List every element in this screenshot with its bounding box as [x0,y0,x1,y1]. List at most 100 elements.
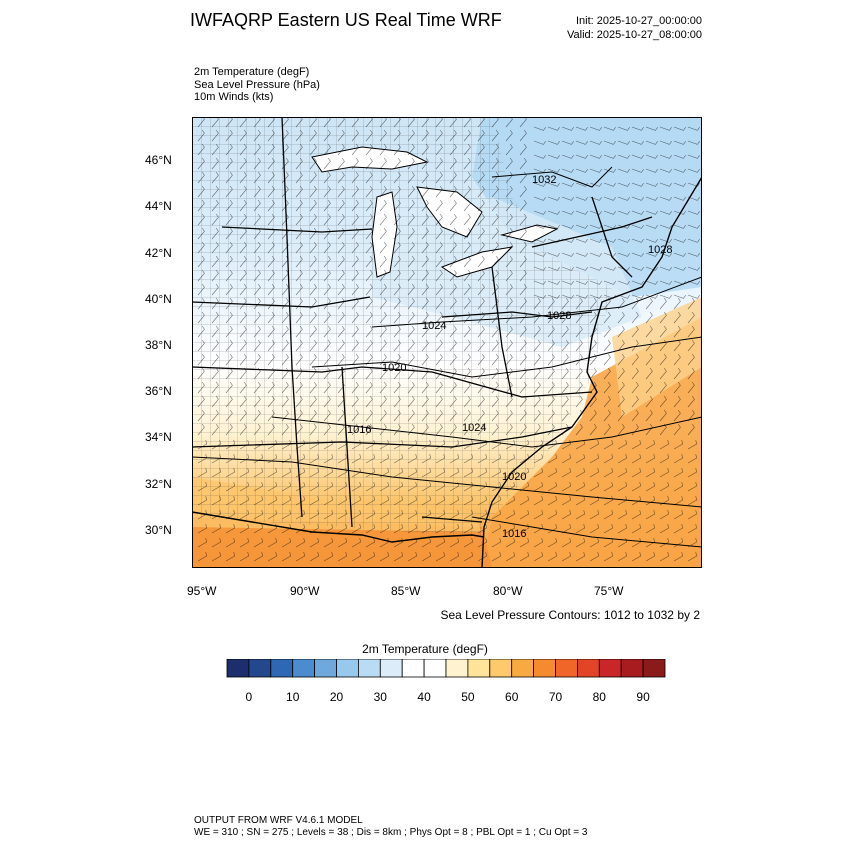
wind-barb [239,185,247,198]
wind-barb [561,440,572,450]
wind-barb [491,538,502,548]
wind-barb [645,367,653,380]
wind-barb [505,482,516,492]
wind-barb [407,353,415,366]
wind-barb [393,213,401,226]
wind-barb [421,143,429,156]
wind-barb [645,524,656,534]
wind-barb [421,510,432,520]
wind-barb [631,524,642,534]
wind-barb [547,454,558,464]
wind-barb [673,482,684,492]
wind-barb [421,367,429,380]
wind-barb [435,409,443,422]
wind-barb [645,210,658,215]
wind-barb [561,126,574,131]
wind-barb [421,395,429,408]
model-footer: OUTPUT FROM WRF V4.6.1 MODEL WE = 310 ; … [194,815,587,839]
wind-barb [603,210,616,215]
wind-barb [211,255,219,268]
wind-barb [323,552,334,562]
wind-barb [267,538,278,548]
wind-barb [365,552,376,562]
wind-barb [477,143,485,156]
wind-barb [505,339,513,352]
wind-barb [239,367,247,380]
wind-barb [435,339,443,352]
lat-label: 40°N [145,292,172,306]
colorbar-box [467,659,491,678]
wind-barb [323,283,331,296]
wind-barb [295,409,303,422]
wind-barb [477,339,485,352]
wind-barb [547,538,558,548]
wind-barb [617,311,625,324]
wind-barb [659,154,672,159]
wind-barb [645,311,653,324]
wind-barb [463,496,474,506]
wind-barb [463,213,471,226]
wind-barb [267,496,278,506]
wind-barb [589,496,600,506]
footer-line-config: WE = 310 ; SN = 275 ; Levels = 38 ; Dis … [194,827,588,838]
wind-barb [533,168,546,173]
wind-barb [533,510,544,520]
wind-barb [211,325,219,338]
wind-barb [323,353,331,366]
wind-barb [519,227,527,240]
lat-label: 46°N [145,153,172,167]
wind-barb [435,171,443,184]
wind-barb [561,353,569,366]
wind-barb [659,238,672,243]
wind-barb [659,482,670,492]
wind-barb [267,171,275,184]
colorbar-tick-label: 0 [246,690,253,704]
colorbar: 0102030405060708090100 [226,659,666,704]
wind-barb [659,325,667,338]
field-list: 2m Temperature (degF) Sea Level Pressure… [194,66,320,104]
wind-barb [309,395,317,408]
wind-barb [477,255,485,268]
wind-barb [561,538,572,548]
wind-barb [393,510,404,520]
state-boundaries [192,117,653,528]
wind-barb [617,294,630,299]
wind-barb [617,423,625,436]
wind-barb [617,353,625,366]
wind-barb [421,538,432,548]
wind-barb [687,395,695,408]
wind-barb [309,269,317,282]
wind-barb [281,482,292,492]
wind-barb [295,199,303,212]
wind-barb [673,140,686,145]
wind-barb [477,227,485,240]
wind-barb [519,367,527,380]
wind-barb [463,129,471,142]
wind-barb [323,423,331,436]
wind-barb [631,423,639,436]
wind-barb [617,538,628,548]
wind-barb [547,210,560,215]
wind-barb [281,143,289,156]
lat-label: 34°N [145,430,172,444]
wind-barb [603,154,616,159]
wind-barb [225,325,233,338]
wind-barb [337,423,345,436]
wind-barb [561,311,569,324]
wind-barb [491,227,499,240]
wind-barb [673,454,684,464]
wind-barb [673,210,686,215]
colorbar-box [620,659,644,678]
wind-barb [575,496,586,506]
wind-barb [281,199,289,212]
wind-barb [421,339,429,352]
wind-barb [239,496,250,506]
wind-barb [211,241,219,254]
wind-barb [533,468,544,478]
wind-barb [449,241,457,254]
wind-barb [575,538,586,548]
wind-barb [337,325,345,338]
wind-barb [267,269,275,282]
wind-barb [519,395,527,408]
wind-barb [659,353,667,366]
